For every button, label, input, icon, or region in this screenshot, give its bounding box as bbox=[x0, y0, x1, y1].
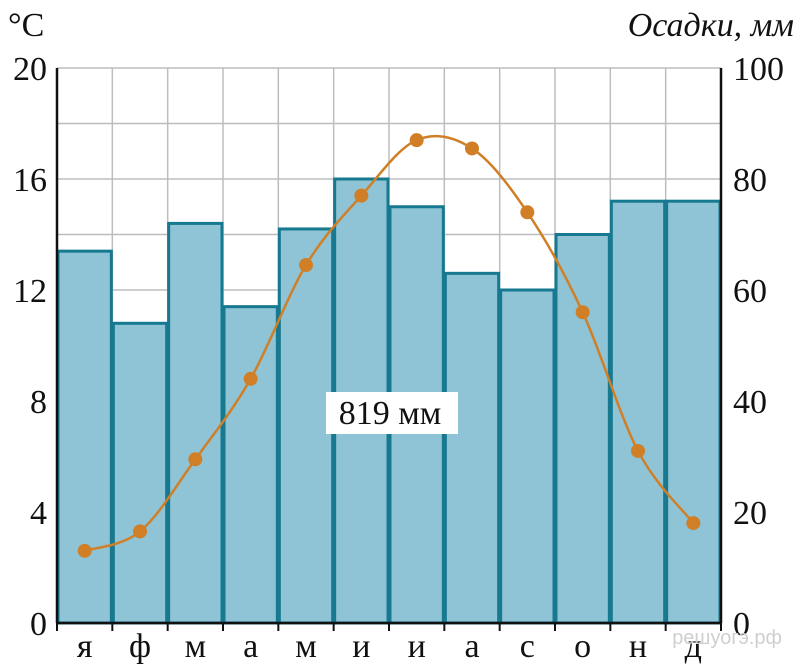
temperature-point bbox=[77, 543, 92, 558]
month-label: и bbox=[408, 628, 426, 665]
right-tick-label: 0 bbox=[733, 606, 750, 643]
left-tick-label: 8 bbox=[30, 384, 47, 421]
precipitation-bar bbox=[111, 321, 169, 625]
month-label: о bbox=[574, 628, 591, 665]
precipitation-bar bbox=[222, 305, 279, 625]
month-label: а bbox=[464, 628, 479, 665]
left-tick-label: 16 bbox=[13, 162, 47, 199]
month-label: с bbox=[520, 628, 535, 665]
left-tick-label: 0 bbox=[30, 606, 47, 643]
month-label: д bbox=[685, 628, 702, 665]
temperature-point bbox=[133, 524, 147, 539]
temperature-point bbox=[354, 188, 369, 203]
precipitation-bar bbox=[56, 249, 113, 625]
right-tick-label: 40 bbox=[733, 384, 767, 421]
precipitation-bar bbox=[443, 271, 501, 625]
precipitation-bar bbox=[554, 233, 611, 625]
precipitation-bar bbox=[665, 199, 722, 625]
month-label: н bbox=[629, 628, 647, 665]
month-label: ф bbox=[129, 628, 151, 665]
temperature-point bbox=[299, 258, 313, 273]
month-label: м bbox=[295, 628, 317, 665]
temperature-point bbox=[188, 452, 203, 467]
total-precipitation-label: 819 мм bbox=[339, 395, 442, 432]
right-tick-label: 20 bbox=[733, 495, 767, 532]
precipitation-bar bbox=[499, 288, 556, 625]
left-axis-label: °C bbox=[8, 7, 44, 44]
temperature-point bbox=[520, 205, 535, 220]
month-label: а bbox=[243, 628, 258, 665]
temperature-point bbox=[243, 371, 258, 386]
temperature-point bbox=[631, 443, 645, 458]
temperature-line bbox=[77, 133, 701, 558]
temperature-point bbox=[686, 516, 701, 531]
month-label: м bbox=[185, 628, 207, 665]
precipitation-bar bbox=[167, 221, 224, 625]
right-tick-label: 100 bbox=[733, 51, 784, 88]
total-label-background bbox=[326, 392, 458, 434]
right-tick-label: 80 bbox=[733, 162, 767, 199]
month-label: и bbox=[352, 628, 370, 665]
left-tick-label: 12 bbox=[13, 273, 47, 310]
watermark: решуогэ.рф bbox=[672, 627, 782, 649]
month-label: я bbox=[77, 628, 93, 665]
temperature-point bbox=[575, 305, 590, 320]
temperature-point bbox=[409, 133, 424, 148]
precipitation-bar bbox=[609, 199, 667, 625]
left-tick-label: 20 bbox=[13, 51, 47, 88]
left-tick-label: 4 bbox=[30, 495, 47, 532]
right-axis-label: Осадки, мм bbox=[628, 7, 794, 44]
precipitation-bar bbox=[277, 227, 335, 625]
temperature-point bbox=[465, 141, 479, 156]
right-tick-label: 60 bbox=[733, 273, 767, 310]
